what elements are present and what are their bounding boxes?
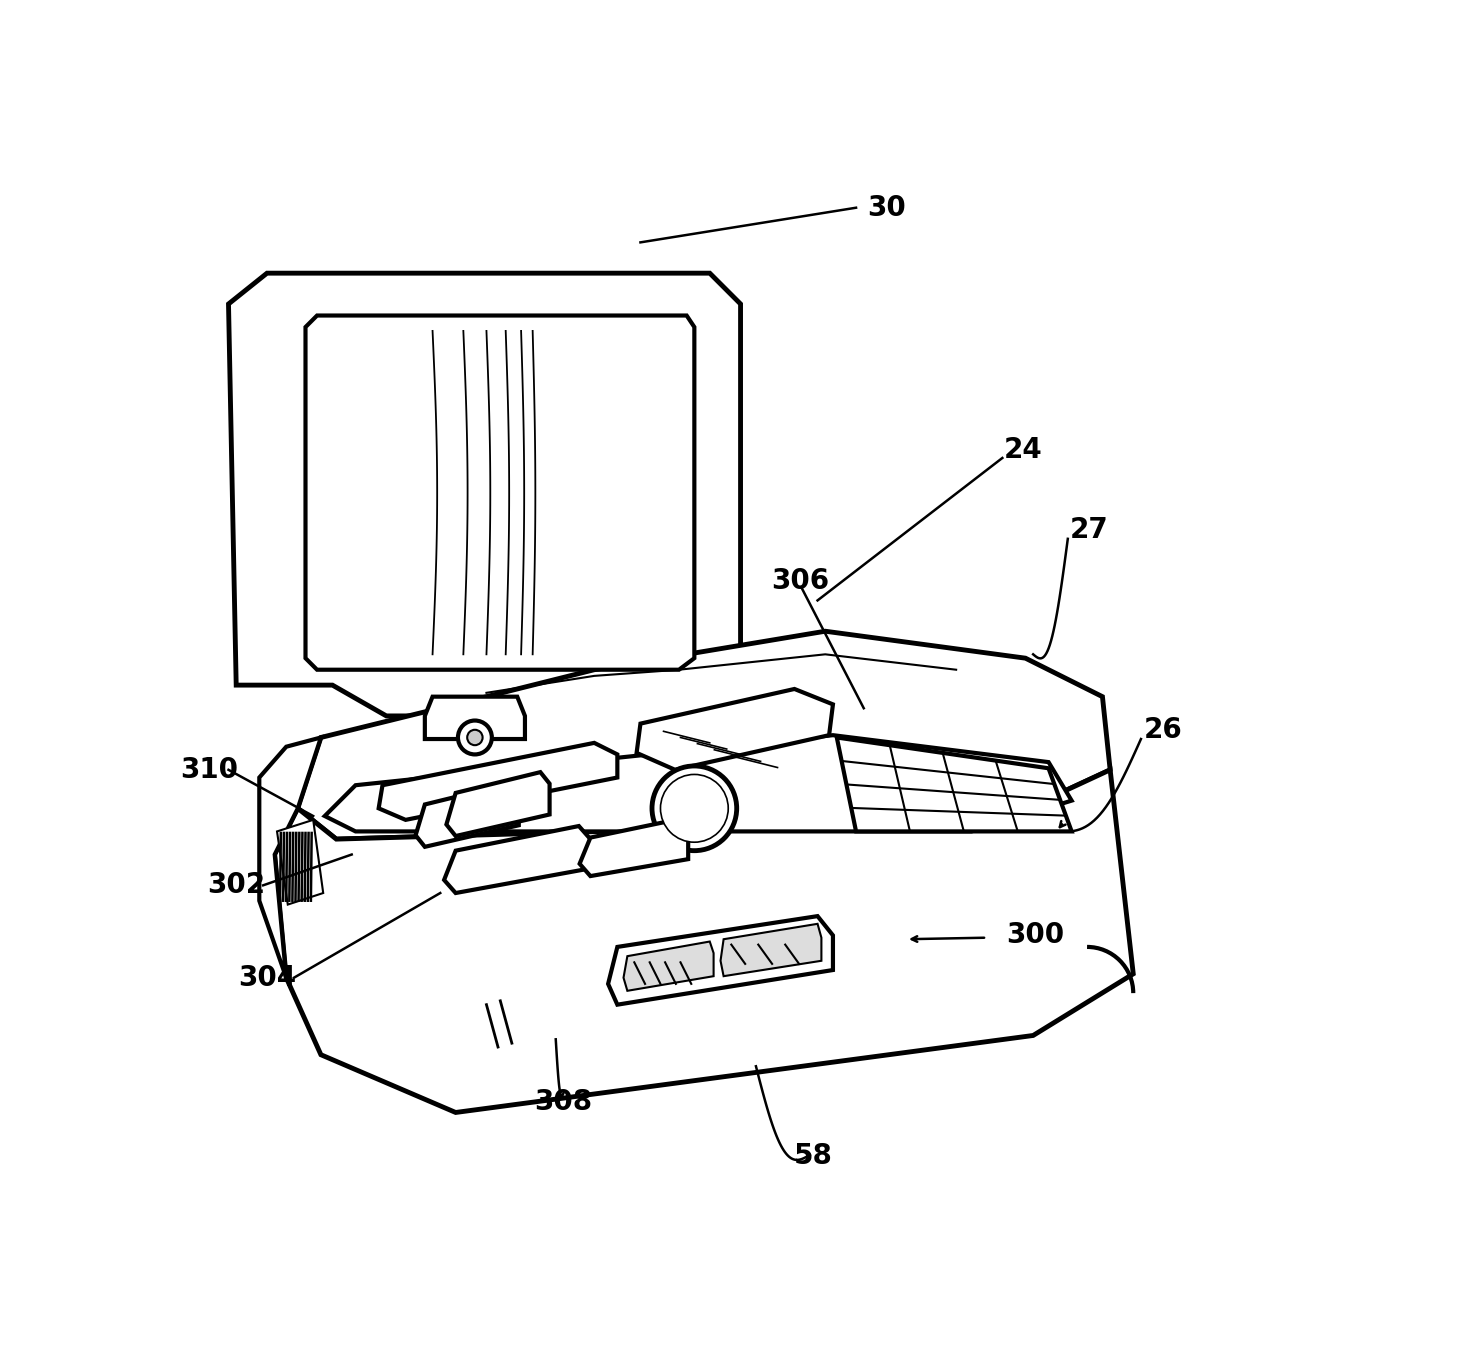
Text: 308: 308 [534,1089,593,1116]
Text: 30: 30 [867,194,907,222]
Text: 58: 58 [794,1143,834,1171]
Circle shape [660,774,729,843]
Polygon shape [447,773,549,836]
Text: 24: 24 [1004,436,1042,464]
Polygon shape [580,820,688,876]
Circle shape [467,730,483,746]
Polygon shape [837,738,1072,832]
Polygon shape [425,697,526,739]
Polygon shape [416,783,518,847]
Text: 26: 26 [1143,716,1183,744]
Text: 304: 304 [238,964,296,992]
Polygon shape [721,923,822,976]
Text: 310: 310 [180,756,238,783]
Polygon shape [378,743,618,820]
Circle shape [653,766,737,851]
Polygon shape [623,942,714,991]
Text: 306: 306 [771,567,829,595]
Polygon shape [274,770,1133,1113]
Polygon shape [324,735,1072,832]
Polygon shape [298,631,1110,839]
Polygon shape [444,826,590,892]
Polygon shape [609,917,834,1004]
Text: 27: 27 [1070,516,1108,544]
Circle shape [458,720,492,754]
Polygon shape [305,315,695,670]
Polygon shape [229,273,740,716]
Polygon shape [637,689,834,770]
Polygon shape [277,820,323,905]
Text: 300: 300 [1006,922,1064,949]
Text: 302: 302 [207,871,266,899]
Polygon shape [260,738,321,977]
